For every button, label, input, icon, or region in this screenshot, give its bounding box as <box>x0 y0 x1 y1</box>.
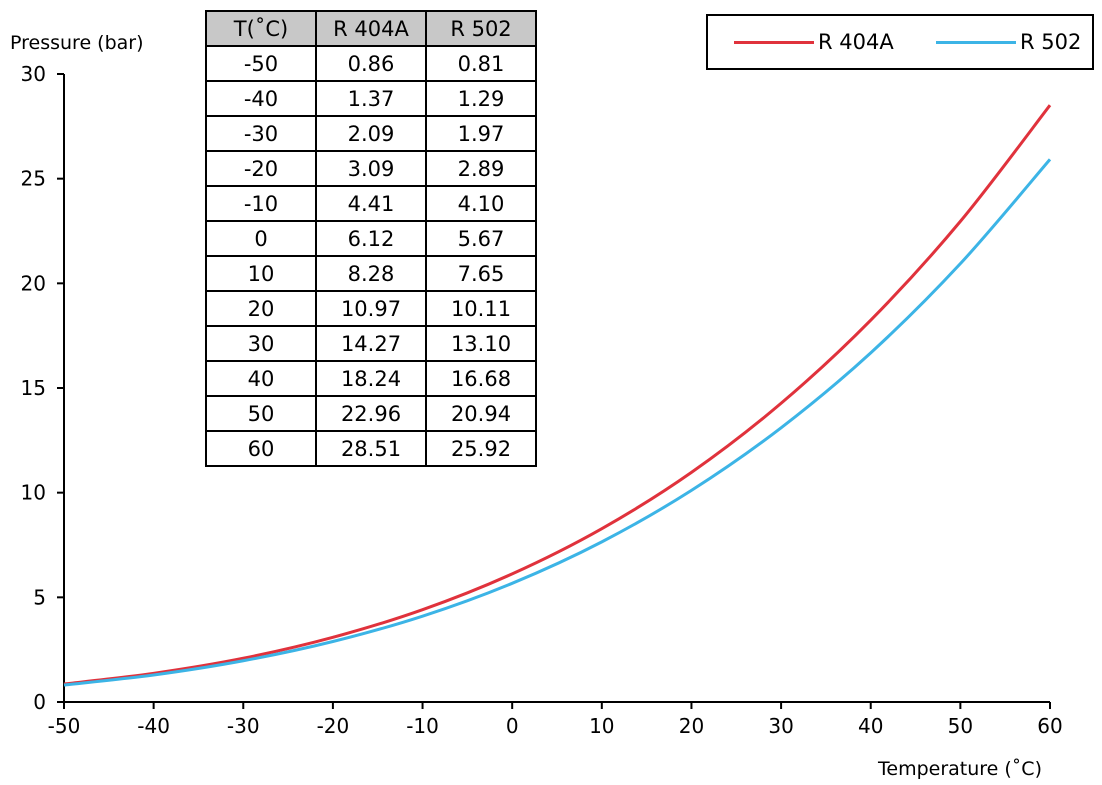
table-cell-r404a: 14.27 <box>315 325 427 362</box>
table-cell-r502: 25.92 <box>425 430 537 467</box>
table-cell-r502: 10.11 <box>425 290 537 327</box>
y-tick-label: 0 <box>33 690 46 714</box>
table-header-r502: R 502 <box>425 10 537 47</box>
table-cell-r502: 1.29 <box>425 80 537 117</box>
x-tick-label: 60 <box>1037 714 1062 738</box>
table-cell-r404a: 22.96 <box>315 395 427 432</box>
table-cell-r502: 2.89 <box>425 150 537 187</box>
table-row: -10 4.41 4.10 <box>205 185 537 222</box>
table-cell-r404a: 4.41 <box>315 185 427 222</box>
table-cell-temperature: -40 <box>205 80 317 117</box>
y-tick-label: 5 <box>33 585 46 609</box>
table-cell-r404a: 0.86 <box>315 45 427 82</box>
table-cell-r404a: 1.37 <box>315 80 427 117</box>
table-cell-temperature: 0 <box>205 220 317 257</box>
table-cell-r404a: 2.09 <box>315 115 427 152</box>
x-tick-label: 20 <box>679 714 704 738</box>
table-row: 30 14.27 13.10 <box>205 325 537 362</box>
legend-label-r404a: R 404A <box>818 30 894 54</box>
series-line-r404a <box>63 104 1052 686</box>
table-row: -30 2.09 1.97 <box>205 115 537 152</box>
table-cell-r502: 5.67 <box>425 220 537 257</box>
table-cell-r502: 0.81 <box>425 45 537 82</box>
table-cell-temperature: -50 <box>205 45 317 82</box>
table-row: 40 18.24 16.68 <box>205 360 537 397</box>
table-header-row: T(˚C) R 404A R 502 <box>205 10 537 47</box>
table-cell-r502: 20.94 <box>425 395 537 432</box>
table-cell-r404a: 8.28 <box>315 255 427 292</box>
table-header-r404a: R 404A <box>315 10 427 47</box>
series-line-r502 <box>63 158 1052 687</box>
table-header-temperature: T(˚C) <box>205 10 317 47</box>
y-tick-label: 10 <box>21 481 46 505</box>
x-tick-label: -10 <box>406 714 439 738</box>
x-tick-label: 40 <box>858 714 883 738</box>
table-row: -50 0.86 0.81 <box>205 45 537 82</box>
table-cell-temperature: 40 <box>205 360 317 397</box>
legend-item-r404a: R 404A <box>734 30 894 54</box>
table-cell-r502: 16.68 <box>425 360 537 397</box>
y-axis-label: Pressure (bar) <box>10 32 144 54</box>
table-row: -40 1.37 1.29 <box>205 80 537 117</box>
x-tick-label: 10 <box>589 714 614 738</box>
table-cell-temperature: 60 <box>205 430 317 467</box>
x-tick-label: -20 <box>317 714 350 738</box>
y-tick-label: 20 <box>21 271 46 295</box>
x-axis-label: Temperature (˚C) <box>878 758 1042 780</box>
table-cell-temperature: -20 <box>205 150 317 187</box>
table-row: 0 6.12 5.67 <box>205 220 537 257</box>
legend-label-r502: R 502 <box>1020 30 1082 54</box>
x-tick-label: 30 <box>768 714 793 738</box>
table-cell-r404a: 10.97 <box>315 290 427 327</box>
table-cell-r502: 7.65 <box>425 255 537 292</box>
table-cell-temperature: 10 <box>205 255 317 292</box>
table-cell-temperature: 50 <box>205 395 317 432</box>
table-cell-r404a: 3.09 <box>315 150 427 187</box>
table-row: 20 10.97 10.11 <box>205 290 537 327</box>
legend-swatch-r404a <box>734 40 814 44</box>
table-row: -20 3.09 2.89 <box>205 150 537 187</box>
x-tick-label: -40 <box>137 714 170 738</box>
x-tick-label: 0 <box>506 714 519 738</box>
table-cell-r502: 4.10 <box>425 185 537 222</box>
y-tick-label: 15 <box>21 376 46 400</box>
table-cell-temperature: -30 <box>205 115 317 152</box>
table-cell-temperature: 20 <box>205 290 317 327</box>
table-cell-r502: 13.10 <box>425 325 537 362</box>
y-tick-label: 30 <box>21 62 46 86</box>
table-cell-r404a: 18.24 <box>315 360 427 397</box>
table-cell-r502: 1.97 <box>425 115 537 152</box>
legend-swatch-r502 <box>936 40 1016 44</box>
table-cell-temperature: -10 <box>205 185 317 222</box>
chart-legend: R 404A R 502 <box>706 14 1094 70</box>
x-tick-label: -50 <box>48 714 81 738</box>
table-cell-temperature: 30 <box>205 325 317 362</box>
table-row: 50 22.96 20.94 <box>205 395 537 432</box>
table-cell-r404a: 28.51 <box>315 430 427 467</box>
x-tick-label: 50 <box>948 714 973 738</box>
table-row: 60 28.51 25.92 <box>205 430 537 467</box>
table-cell-r404a: 6.12 <box>315 220 427 257</box>
table-row: 10 8.28 7.65 <box>205 255 537 292</box>
y-tick-label: 25 <box>21 167 46 191</box>
x-tick-label: -30 <box>227 714 260 738</box>
pressure-data-table: T(˚C) R 404A R 502 -50 0.86 0.81 -40 1.37 1.2… <box>205 10 537 467</box>
legend-item-r502: R 502 <box>936 30 1081 54</box>
